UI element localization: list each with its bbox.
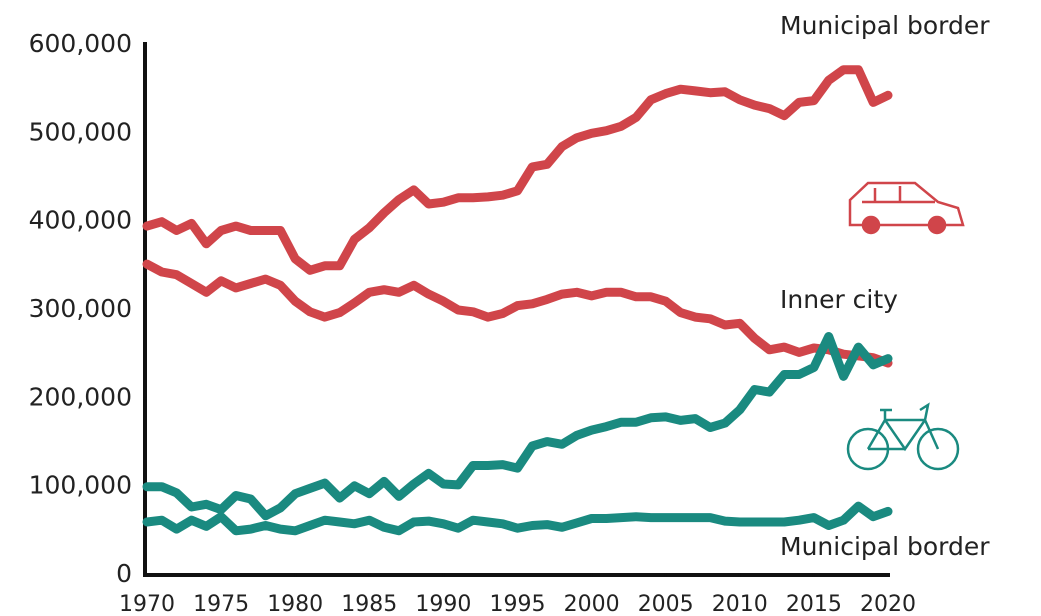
line: [142, 65, 893, 275]
x-tick-label: 1980: [267, 592, 323, 616]
car-icon: [848, 181, 965, 235]
x-tick-label: 1995: [490, 592, 546, 616]
x-tick-label: 2000: [564, 592, 620, 616]
line: [142, 332, 893, 521]
line: [142, 259, 893, 368]
y-tick-label: 500,000: [29, 117, 132, 146]
y-tick-label: 400,000: [29, 206, 132, 235]
x-tick-label: 1985: [341, 592, 397, 616]
x-tick-label: 2015: [786, 592, 842, 616]
line: [142, 501, 893, 536]
annotation: Inner city: [780, 285, 898, 314]
y-tick-label: 300,000: [29, 294, 132, 323]
y-tick-label: 100,000: [29, 471, 132, 500]
y-tick-label: 200,000: [29, 382, 132, 411]
x-tick-label: 2005: [638, 592, 694, 616]
y-tick-label: 0: [116, 559, 132, 588]
annotation: Municipal border: [780, 11, 990, 40]
x-tick-label: 1990: [415, 592, 471, 616]
annotation: Municipal border: [780, 532, 990, 561]
bike-icon: [846, 402, 960, 471]
y-tick-label: 600,000: [29, 29, 132, 58]
x-tick-label: 2010: [712, 592, 768, 616]
x-tick-label: 1970: [119, 592, 175, 616]
x-tick-label: 2020: [860, 592, 916, 616]
x-tick-label: 1975: [193, 592, 249, 616]
